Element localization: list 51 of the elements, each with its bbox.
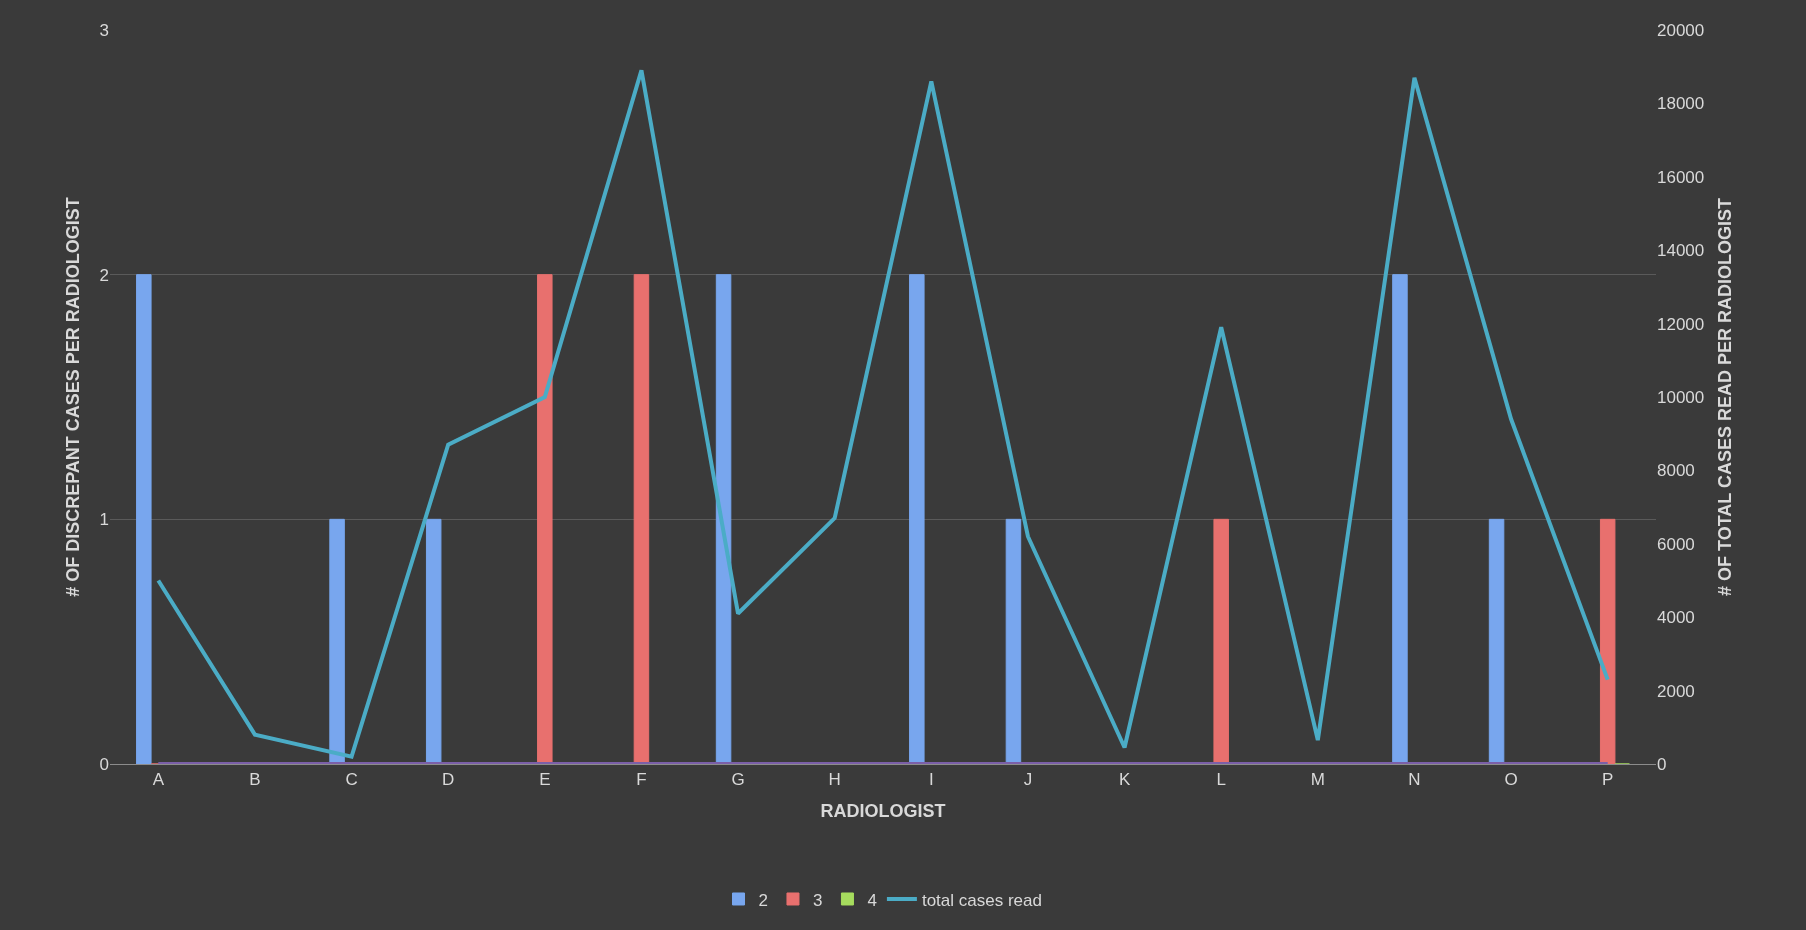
bar [329,518,345,764]
bar [537,274,553,764]
legend-label: 3 [812,890,823,910]
y-tick-label: 2 [99,265,109,285]
y2-tick-label: 4000 [1657,608,1695,628]
x-tick-label: I [928,770,934,790]
x-tick-label: O [1504,770,1518,790]
x-tick-label: K [1118,770,1131,790]
y2-tick-label: 2000 [1657,681,1695,701]
line-series [156,68,1610,759]
legend-label: 2 [758,890,768,910]
bar [633,274,650,764]
x-tick-label: P [1602,770,1614,790]
bar [715,274,732,764]
y2-tick-label: 6000 [1657,534,1695,554]
y2-axis-title: # OF TOTAL CASES READ PER RADIOLOGIST [1715,197,1736,597]
x-tick-label: M [1310,770,1325,790]
x-tick-label: D [442,770,455,790]
y2-tick-label: 18000 [1657,94,1705,114]
bar [136,274,152,764]
y-axis-title: # OF DISCREPANT CASES PER RADIOLOGIST [62,197,83,597]
y2-tick-label: 10000 [1657,387,1705,407]
x-axis-title: RADIOLOGIST [820,800,946,821]
bar [1213,518,1229,764]
bar [1599,518,1616,764]
x-tick-label: L [1216,770,1226,790]
bar [1488,518,1505,764]
x-tick-label: F [636,770,647,790]
bar [1392,274,1408,764]
x-tick-label: C [345,770,358,790]
y2-tick-label: 16000 [1657,167,1705,187]
y-tick-label: 3 [99,20,109,40]
y2-tick-label: 8000 [1657,461,1695,481]
y-tick-label: 1 [99,510,109,530]
x-tick-label: A [152,770,165,790]
y2-tick-label: 14000 [1657,241,1705,261]
legend-label: 4 [867,890,877,910]
y2-tick-label: 12000 [1657,314,1705,334]
x-tick-label: J [1023,770,1033,790]
x-tick-label: N [1408,770,1421,790]
x-tick-label: B [249,770,261,790]
y2-tick-label: 0 [1657,754,1667,774]
y-tick-label: 0 [99,754,109,774]
bar [909,274,925,764]
bar [1005,518,1022,764]
y2-tick-label: 20000 [1657,20,1705,40]
x-tick-label: G [731,770,745,790]
legend-label: total cases read [921,890,1042,910]
x-tick-label: H [828,770,841,790]
bar [425,518,442,764]
x-tick-label: E [539,770,551,790]
